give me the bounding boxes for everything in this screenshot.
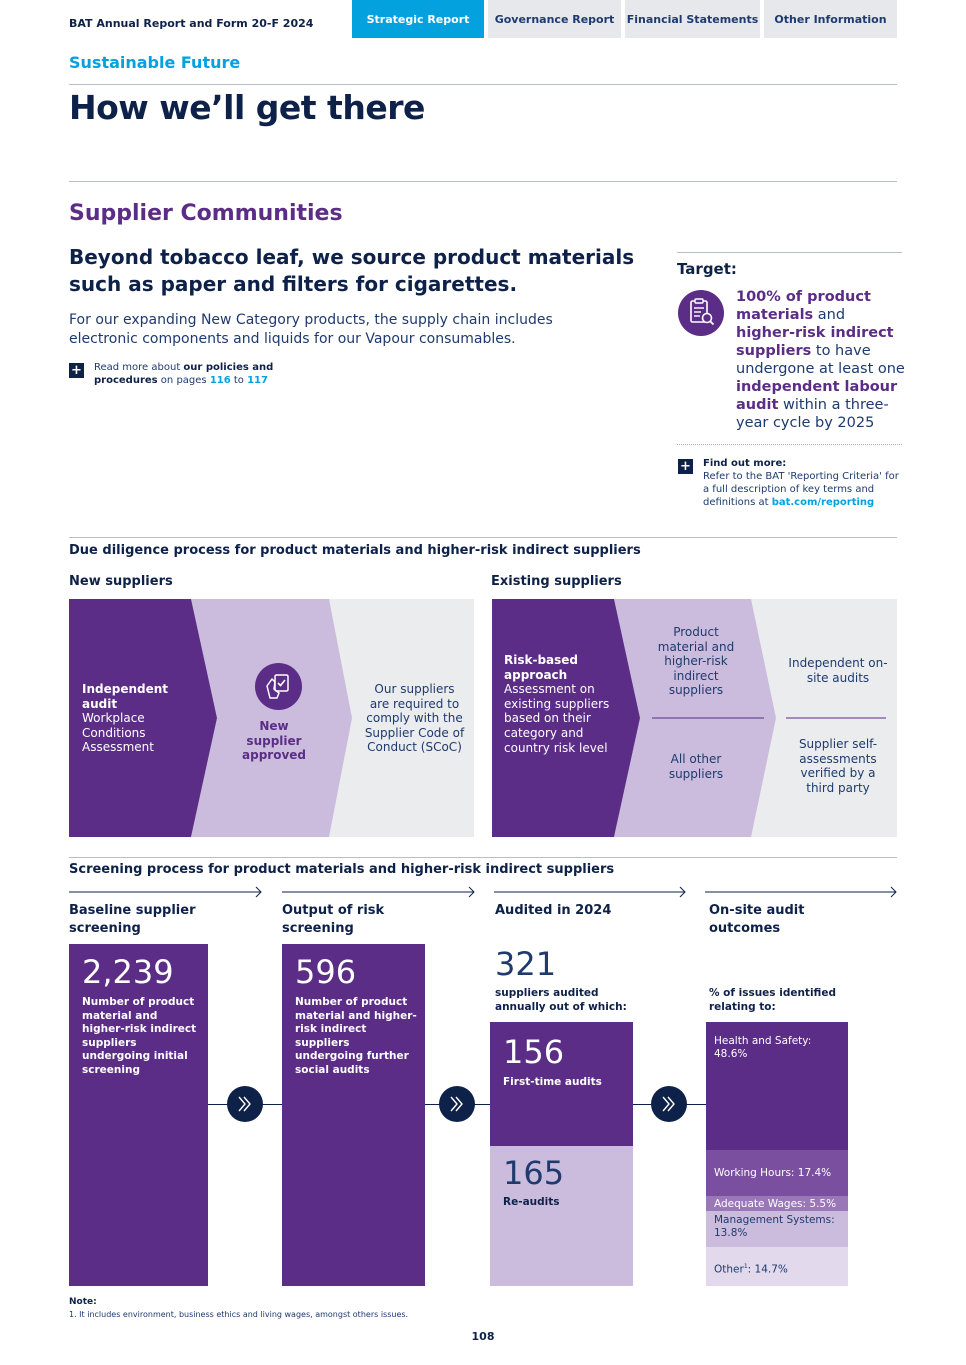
document-title: BAT Annual Report and Form 20-F 2024 [69, 17, 314, 30]
outcomes-intro: % of issues identified relating to: [709, 987, 836, 1013]
double-chevron-right-icon [651, 1086, 687, 1122]
outcome-segment: Management Systems: 13.8% [706, 1211, 848, 1247]
read-more-prefix: Read more about [94, 362, 184, 373]
outcome-label: Working Hours: 17.4% [714, 1166, 832, 1179]
output-desc: Number of product material and higher-ri… [295, 996, 417, 1076]
chevron-step-2 [191, 599, 352, 837]
existing-step-3-bottom: Supplier self-assessments verified by a … [798, 737, 878, 795]
plus-icon: + [678, 459, 693, 474]
section-label: Sustainable Future [69, 53, 241, 72]
tab-governance-report[interactable]: Governance Report [488, 0, 621, 38]
chevron-step-1 [492, 599, 640, 837]
screening-heading: Screening process for product materials … [69, 862, 615, 877]
new-step-2-text: New supplier approved [242, 719, 306, 763]
divider [69, 857, 897, 858]
lead-paragraph: Beyond tobacco leaf, we source product m… [69, 245, 635, 296]
target-text-part: and [813, 307, 846, 323]
chevron-step-1 [69, 599, 217, 837]
tab-other-information[interactable]: Other Information [764, 0, 897, 38]
existing-suppliers-heading: Existing suppliers [491, 574, 622, 589]
existing-step-1-title: Risk-based approach [504, 653, 579, 682]
page-title: How we’ll get there [69, 88, 425, 127]
hand-checklist-icon [255, 663, 302, 710]
output-value: 596 [295, 953, 357, 991]
audited-desc: suppliers audited annually out of which: [495, 987, 627, 1013]
outcome-segment: Adequate Wages: 5.5% [706, 1196, 848, 1211]
find-out-more-note: Find out more: Refer to the BAT 'Reporti… [703, 457, 903, 509]
outcome-label: Health and Safety: 48.6% [714, 1035, 812, 1060]
find-out-text: Refer to the BAT 'Reporting Criteria' fo… [703, 471, 899, 508]
re-audits-value: 165 [503, 1154, 565, 1192]
audited-value: 321 [495, 945, 557, 983]
sub-heading: Supplier Communities [69, 201, 343, 226]
stage-label-outcomes: On-site audit outcomes [709, 903, 805, 936]
baseline-desc: Number of product material and higher-ri… [82, 996, 197, 1076]
target-text-part: within a three-year cycle by 2025 [736, 397, 889, 431]
new-step-1-title: Independent audit [82, 682, 169, 711]
stage-label-output: Output of risk screening [282, 903, 385, 936]
reporting-link[interactable]: bat.com/reporting [771, 497, 875, 508]
plus-icon: + [69, 363, 84, 378]
new-step-1-text: Workplace Conditions Assessment [82, 711, 154, 755]
note-label: Note: [69, 1297, 97, 1307]
first-time-audits-value: 156 [503, 1033, 565, 1071]
read-more-middle: on pages [157, 375, 210, 386]
outcome-label: Other1: 14.7% [714, 1263, 788, 1276]
first-time-audits-label: First-time audits [503, 1076, 602, 1088]
existing-suppliers-chevrons [492, 599, 897, 837]
divider [69, 537, 897, 538]
clipboard-search-icon [678, 290, 724, 336]
target-highlight: higher-risk indirect suppliers [736, 325, 894, 359]
divider [69, 84, 897, 85]
existing-step-1: Risk-based approach Assessment on existi… [504, 653, 614, 755]
tab-financial-statements[interactable]: Financial Statements [625, 0, 760, 38]
outcomes-stacked-bar: Health and Safety: 48.6% Working Hours: 17… [706, 1022, 848, 1286]
new-step-1: Independent audit Workplace Conditions A… [82, 682, 192, 755]
target-text-part: to have undergone at least one [736, 343, 905, 377]
baseline-block [69, 944, 208, 1286]
baseline-value: 2,239 [82, 953, 174, 991]
new-suppliers-chevrons [69, 599, 474, 837]
outcome-label: Management Systems: 13.8% [714, 1214, 835, 1239]
page-number: 108 [471, 1330, 495, 1343]
outcome-segment: Other1: 14.7% [706, 1247, 848, 1286]
re-audits-block [490, 1146, 633, 1286]
read-more-note: Read more about our policies and procedu… [94, 361, 294, 387]
existing-step-2-top: Product material and higher-risk indirec… [657, 625, 735, 698]
read-more-to: to [230, 375, 248, 386]
outcome-segment: Working Hours: 17.4% [706, 1150, 848, 1196]
target-text: 100% of product materials and higher-ris… [736, 288, 906, 432]
existing-step-2-bottom: All other suppliers [668, 752, 724, 781]
divider [69, 181, 897, 182]
re-audits-label: Re-audits [503, 1196, 560, 1208]
divider [677, 444, 902, 445]
stage-label-audited: Audited in 2024 [495, 903, 612, 918]
body-paragraph: For our expanding New Category products,… [69, 312, 553, 347]
output-block [282, 944, 425, 1286]
page-link-116[interactable]: 116 [209, 375, 231, 386]
new-step-3-text: Our suppliers are required to comply wit… [364, 682, 465, 755]
divider [677, 252, 902, 253]
existing-step-3-top: Independent on-site audits [788, 656, 888, 685]
due-diligence-heading: Due diligence process for product materi… [69, 543, 641, 558]
double-chevron-right-icon [439, 1086, 475, 1122]
outcome-label: Adequate Wages: 5.5% [714, 1198, 837, 1210]
stage-label-baseline: Baseline supplier screening [69, 903, 196, 936]
tab-strategic-report[interactable]: Strategic Report [352, 0, 484, 38]
find-out-title: Find out more: [703, 458, 787, 469]
target-highlight: independent labour audit [736, 379, 898, 413]
double-chevron-right-icon [227, 1086, 263, 1122]
new-suppliers-heading: New suppliers [69, 574, 173, 589]
target-label: Target: [677, 260, 737, 278]
outcome-segment: Health and Safety: 48.6% [706, 1022, 848, 1150]
stage-arrows [69, 886, 897, 898]
footnote: 1. It includes environment, business eth… [69, 1310, 409, 1319]
first-time-audits-block [490, 1022, 633, 1146]
target-highlight: 100% of product materials [736, 289, 871, 323]
existing-step-1-text: Assessment on existing suppliers based o… [504, 682, 610, 755]
page-link-117[interactable]: 117 [247, 375, 268, 386]
read-more-topic: our policies and procedures [94, 362, 274, 386]
